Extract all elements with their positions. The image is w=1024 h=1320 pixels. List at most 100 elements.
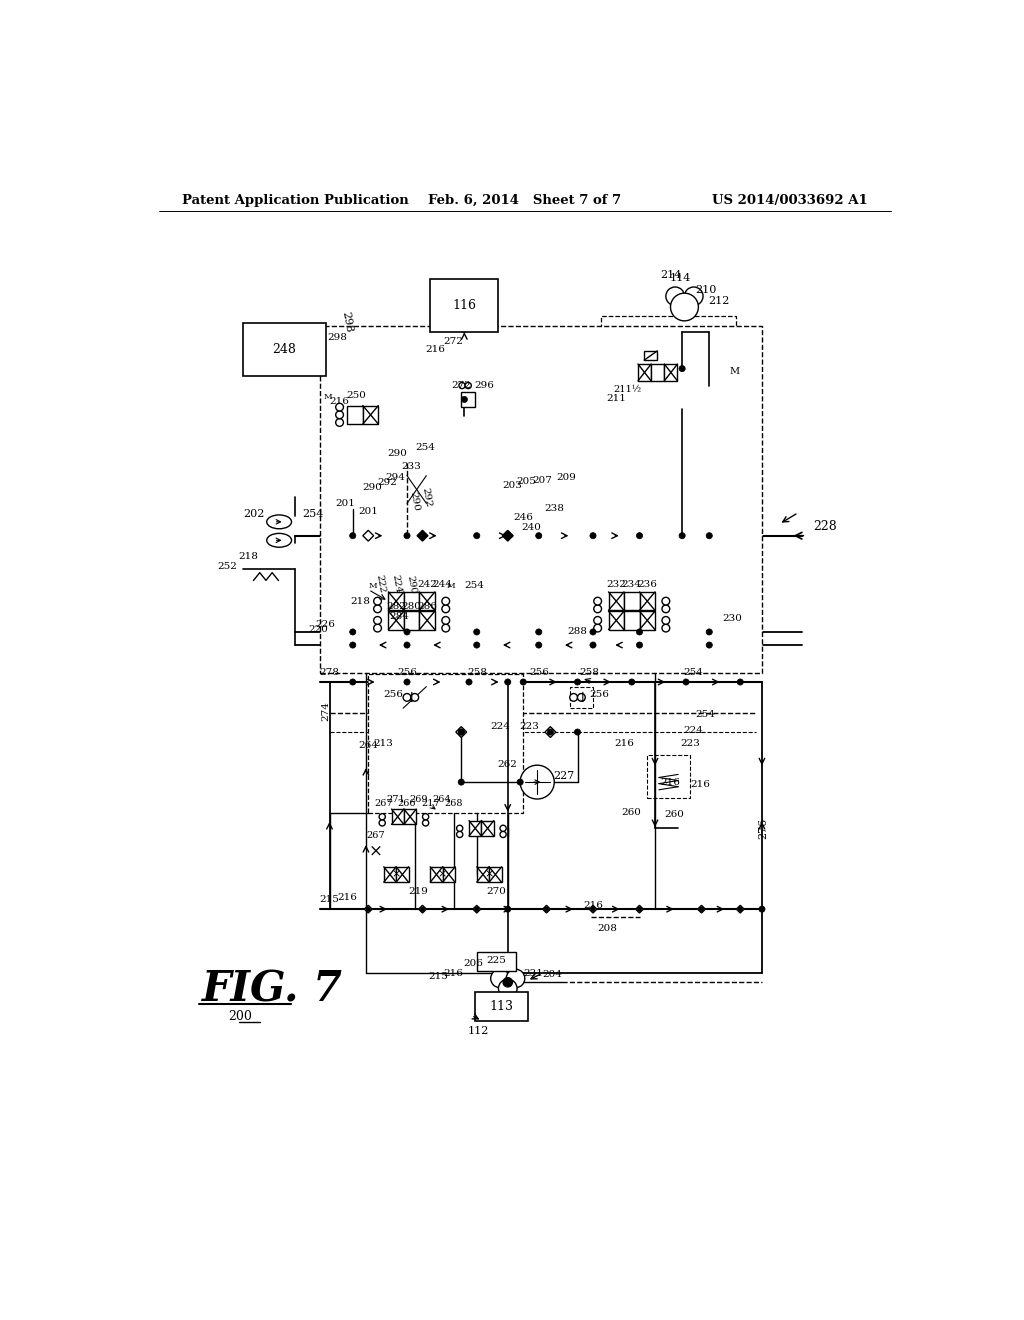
Text: 216: 216 — [660, 777, 680, 787]
Circle shape — [666, 286, 684, 305]
Bar — [477, 952, 515, 970]
Circle shape — [699, 907, 703, 911]
Text: 215: 215 — [319, 895, 339, 904]
Text: 290: 290 — [406, 574, 418, 594]
Polygon shape — [473, 906, 480, 913]
Circle shape — [636, 628, 643, 635]
Text: ↓: ↓ — [406, 690, 417, 705]
Text: 276: 276 — [759, 817, 768, 840]
Bar — [608, 591, 624, 610]
Polygon shape — [697, 906, 706, 913]
Text: 246: 246 — [513, 513, 534, 523]
Text: M: M — [369, 582, 377, 590]
Circle shape — [517, 779, 523, 785]
Bar — [475, 991, 528, 1020]
Text: 266: 266 — [397, 799, 416, 808]
Text: US 2014/0033692 A1: US 2014/0033692 A1 — [713, 194, 868, 207]
Text: 212: 212 — [708, 296, 729, 306]
Text: 256: 256 — [528, 668, 549, 677]
Text: 113: 113 — [489, 999, 514, 1012]
Circle shape — [423, 820, 429, 826]
Text: 211: 211 — [606, 395, 627, 403]
Text: 226: 226 — [315, 620, 336, 628]
Text: 228: 228 — [814, 520, 838, 533]
Circle shape — [520, 766, 554, 799]
Text: 219: 219 — [409, 887, 429, 896]
Circle shape — [536, 642, 542, 648]
Bar — [469, 821, 481, 836]
Circle shape — [499, 979, 517, 998]
Polygon shape — [456, 726, 467, 738]
Text: 214: 214 — [659, 269, 681, 280]
Text: 254: 254 — [695, 710, 716, 719]
Text: 210: 210 — [695, 285, 717, 296]
Circle shape — [662, 624, 670, 632]
Text: 201: 201 — [335, 499, 355, 508]
Text: 290: 290 — [362, 483, 382, 491]
Text: 216: 216 — [614, 739, 634, 748]
Bar — [638, 364, 651, 381]
Bar — [391, 809, 403, 825]
Bar — [481, 821, 494, 836]
Polygon shape — [362, 531, 374, 541]
Text: 270: 270 — [486, 887, 506, 896]
Circle shape — [336, 404, 343, 411]
Text: 292: 292 — [420, 487, 432, 508]
Circle shape — [594, 605, 601, 612]
Text: 204: 204 — [543, 970, 562, 979]
Text: ×: × — [391, 870, 400, 879]
Text: 252: 252 — [217, 562, 238, 572]
Bar — [396, 867, 409, 882]
Circle shape — [707, 642, 713, 648]
Text: 278: 278 — [319, 668, 339, 677]
Bar — [388, 611, 403, 630]
Text: 260: 260 — [622, 808, 642, 817]
Text: 274: 274 — [322, 701, 330, 721]
Text: Patent Application Publication: Patent Application Publication — [182, 194, 409, 207]
Bar — [347, 405, 362, 424]
Bar — [390, 475, 421, 503]
Bar — [640, 591, 655, 610]
Text: 288: 288 — [567, 627, 588, 636]
Bar — [430, 867, 442, 882]
Text: 209: 209 — [556, 474, 575, 482]
Text: M: M — [730, 367, 740, 376]
Text: 231: 231 — [523, 969, 544, 978]
Circle shape — [591, 907, 595, 911]
Circle shape — [679, 366, 685, 372]
Text: FIG. 7: FIG. 7 — [202, 969, 343, 1011]
Text: 230: 230 — [723, 614, 742, 623]
Bar — [461, 392, 475, 407]
Ellipse shape — [266, 533, 292, 548]
Text: 200: 200 — [228, 1010, 252, 1023]
Text: 240: 240 — [521, 524, 541, 532]
Circle shape — [547, 729, 554, 735]
Circle shape — [403, 628, 410, 635]
Circle shape — [349, 628, 356, 635]
Circle shape — [458, 779, 464, 785]
Bar — [362, 405, 378, 424]
Polygon shape — [589, 906, 597, 913]
Text: 217: 217 — [421, 799, 439, 808]
Circle shape — [403, 532, 410, 539]
Circle shape — [506, 969, 524, 987]
Polygon shape — [736, 906, 744, 913]
Text: 298: 298 — [328, 334, 347, 342]
Text: 294: 294 — [385, 474, 406, 482]
Bar — [477, 867, 489, 882]
Text: 272: 272 — [443, 337, 464, 346]
Text: 216: 216 — [329, 397, 349, 407]
Circle shape — [578, 693, 586, 701]
Bar — [403, 611, 420, 630]
Text: 223: 223 — [519, 722, 540, 731]
Text: 114: 114 — [670, 273, 691, 282]
Circle shape — [442, 616, 450, 624]
Circle shape — [403, 693, 411, 701]
Circle shape — [465, 383, 471, 388]
Text: 205: 205 — [516, 478, 537, 486]
Circle shape — [636, 642, 643, 648]
Text: 227: 227 — [554, 771, 574, 781]
Text: 216: 216 — [425, 345, 444, 354]
Circle shape — [458, 729, 464, 735]
Bar — [651, 364, 665, 381]
